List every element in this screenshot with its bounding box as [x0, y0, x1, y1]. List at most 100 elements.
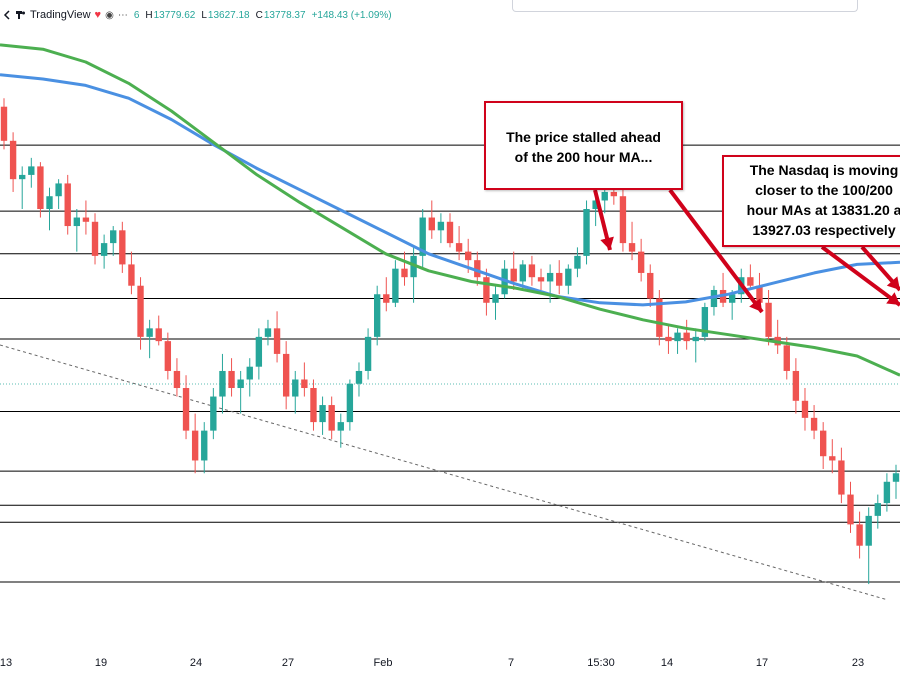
- candle: [801, 388, 809, 431]
- candle-body: [701, 307, 709, 337]
- brand-label: TradingView: [30, 9, 91, 21]
- x-tick-label: Feb: [374, 657, 393, 669]
- candle: [228, 358, 235, 397]
- candle-body: [337, 422, 344, 431]
- candle-body: [829, 456, 836, 461]
- x-tick-label: 14: [661, 657, 673, 669]
- arrow-line-2: [820, 245, 900, 307]
- candle-body: [355, 370, 363, 384]
- candle-body: [810, 417, 818, 431]
- candle: [537, 268, 545, 290]
- candle-body: [792, 370, 800, 401]
- high-label: H: [145, 9, 153, 21]
- candle-body: [546, 272, 554, 282]
- x-tick-label: 7: [508, 657, 514, 669]
- candle-body: [246, 366, 253, 380]
- candle-body: [838, 460, 845, 495]
- arrow-line-1: [668, 188, 764, 314]
- candle-body: [446, 221, 454, 244]
- candle: [337, 413, 344, 448]
- candle-body: [683, 332, 690, 342]
- candle-body: [592, 200, 599, 210]
- candle-body: [346, 383, 354, 423]
- candle-body: [756, 285, 763, 303]
- arrow-head-3: [886, 276, 900, 290]
- x-tick-label: 17: [756, 657, 768, 669]
- drawing-toolbar[interactable]: [512, 0, 858, 12]
- candle: [656, 289, 663, 346]
- candle-body: [282, 353, 290, 397]
- candle-body: [428, 217, 435, 231]
- candle-body: [9, 140, 17, 180]
- candle: [364, 328, 372, 380]
- x-tick-label: 13: [0, 657, 12, 669]
- heart-icon[interactable]: ♥: [94, 9, 102, 21]
- candle: [91, 213, 99, 265]
- candle: [201, 422, 208, 474]
- candle-body: [819, 430, 827, 457]
- candle-body: [392, 268, 399, 303]
- ma-100-line: [0, 73, 900, 307]
- candle-body: [692, 336, 699, 342]
- eye-icon[interactable]: ◉: [105, 9, 114, 21]
- candle: [619, 187, 627, 252]
- candle-body: [883, 481, 891, 504]
- candle-body: [401, 268, 408, 278]
- candle: [455, 226, 463, 261]
- candle: [865, 507, 872, 585]
- arrow-head-0: [600, 236, 614, 250]
- candle: [546, 264, 554, 303]
- candle-body: [383, 294, 390, 303]
- candle: [810, 405, 818, 440]
- candle-body: [100, 243, 108, 256]
- candle: [155, 315, 162, 346]
- candle-body: [710, 289, 718, 308]
- candle: [710, 285, 718, 316]
- close-label: C: [255, 9, 263, 21]
- candle: [55, 179, 62, 210]
- x-tick-label: 24: [190, 657, 202, 669]
- candle-body: [373, 294, 381, 337]
- candle: [319, 396, 326, 435]
- candle-body: [647, 272, 654, 299]
- candle-body: [310, 388, 317, 423]
- candle: [583, 200, 590, 265]
- candle: [565, 264, 572, 295]
- candle: [874, 494, 881, 529]
- candle: [301, 362, 308, 397]
- candle: [164, 332, 172, 380]
- more-icon[interactable]: ⋯: [117, 9, 128, 21]
- callout-200ma-stall: The price stalled ahead of the 200 hour …: [484, 101, 683, 190]
- close-value: C13778.37: [256, 10, 306, 21]
- candle: [128, 251, 135, 295]
- candle: [392, 260, 399, 308]
- candle: [647, 264, 654, 308]
- candle-body: [37, 166, 44, 210]
- candle-body: [237, 379, 244, 389]
- candle-body: [610, 191, 618, 197]
- candle-body: [301, 379, 308, 389]
- candle: [528, 255, 536, 286]
- candle-body: [91, 221, 99, 256]
- candles: [0, 98, 900, 585]
- candle-body: [474, 260, 481, 278]
- candle: [719, 272, 727, 308]
- candle: [137, 277, 144, 350]
- callout-nasdaq-mas: The Nasdaq is moving closer to the 100/2…: [722, 155, 900, 247]
- chevron-left-icon[interactable]: [2, 10, 12, 20]
- candle-body: [410, 255, 417, 278]
- candle: [173, 358, 181, 397]
- close-number: 13778.37: [263, 9, 306, 21]
- candle-body: [264, 328, 272, 337]
- tradingview-brand[interactable]: TradingView: [2, 9, 91, 21]
- candle-body: [82, 217, 90, 222]
- candle-body: [528, 264, 536, 278]
- candle-body: [565, 268, 572, 286]
- candle-body: [273, 328, 281, 354]
- candle-body: [519, 264, 527, 282]
- candle: [273, 311, 281, 363]
- candle: [446, 213, 454, 248]
- candle: [856, 511, 863, 559]
- candle: [574, 247, 581, 278]
